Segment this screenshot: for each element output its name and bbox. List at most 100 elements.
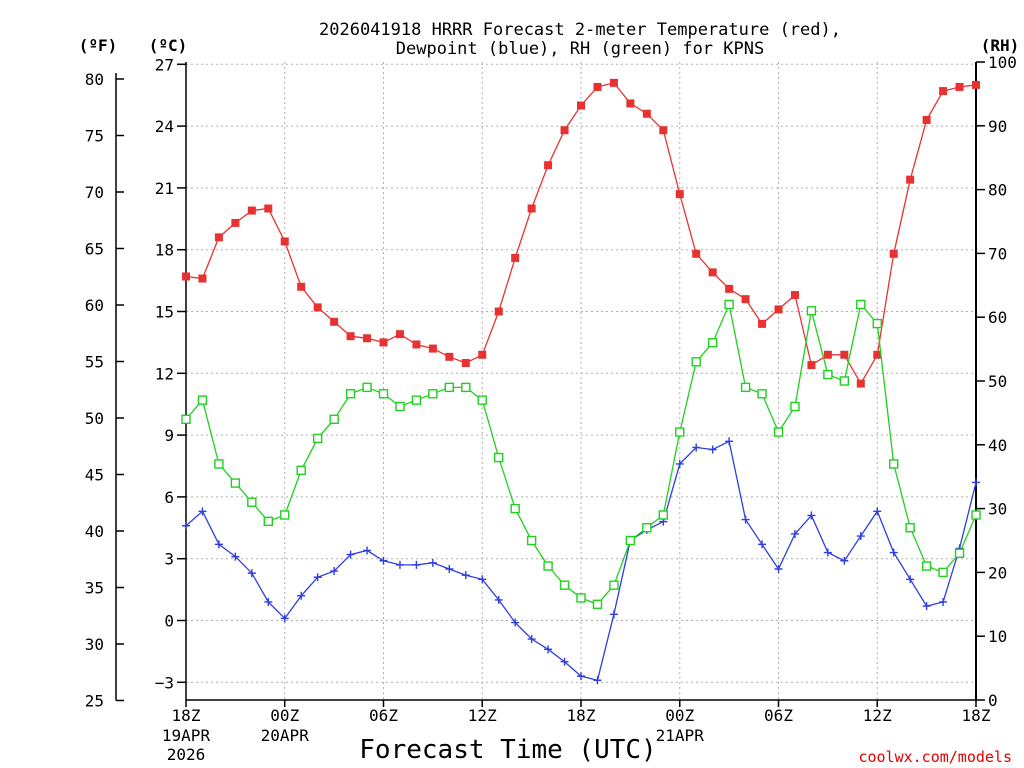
rh-point [856,299,866,310]
grid-lines [186,62,976,700]
temperature-point [708,268,717,277]
temperature-point [906,175,915,184]
fahrenheit-tick-label: 30 [85,635,104,654]
dewpoint-point [790,529,799,538]
fahrenheit-tick-label: 35 [85,579,104,598]
dewpoint-point [297,591,306,600]
x-tick-label: 18Z [172,706,201,725]
dewpoint-point [412,560,421,569]
rh-point [263,516,273,527]
dewpoint-point [363,546,372,555]
rh-tick-label: 10 [988,627,1007,646]
temperature-point [511,253,520,262]
temperature-point [461,359,470,367]
temperature-point [544,161,553,170]
dewpoint-point [939,597,948,606]
rh-point [494,452,504,463]
rh-point [411,395,422,405]
rh-point [559,580,570,590]
fahrenheit-tick-label: 45 [85,466,104,485]
fahrenheit-tick-label: 60 [85,296,104,315]
rh-point [773,427,784,437]
temperature-point [313,303,322,312]
temperature-point [873,350,882,359]
dewpoint-point [494,595,503,604]
celsius-tick-label: 24 [155,117,174,136]
rh-tick-label: 20 [988,563,1007,582]
rh-point [395,401,405,412]
chart-title-line2: Dewpoint (blue), RH (green) for KPNS [396,39,764,59]
rh-point [428,389,438,399]
celsius-tick-label: 18 [155,241,174,260]
rh-point [526,535,537,546]
rh-point [592,599,603,609]
dewpoint-point [889,548,898,557]
temperature-point [955,82,964,91]
temperature-point [478,350,487,359]
series-layer [181,78,981,685]
temperature-point [725,284,734,293]
fahrenheit-tick-label: 25 [85,692,104,711]
rh-point [954,548,965,558]
rh-point [329,414,339,424]
temperature-point [972,80,980,89]
dewpoint-point [461,571,470,580]
temperature-point [807,361,816,370]
dewpoint-point [577,672,585,681]
rh-tick-label: 50 [988,372,1007,391]
temperature-point [692,249,701,258]
dewpoint-point [247,569,256,578]
rh-point [214,459,224,469]
dewpoint-point [231,552,240,561]
temperature-point [593,82,602,91]
rh-point [576,593,586,603]
dewpoint-point [840,556,849,565]
temperature-point [823,350,832,359]
temperature-point [379,338,388,347]
rh-point [675,427,685,437]
temperature-point [445,352,454,361]
dewpoint-point [445,565,454,573]
celsius-unit-label: (ºC) [149,36,188,55]
rh-point [740,382,751,393]
rh-point [790,401,800,412]
rh-point [625,535,636,546]
dewpoint-point [330,567,339,576]
rh-tick-label: 80 [988,181,1007,200]
fahrenheit-tick-label: 50 [85,409,104,428]
rh-point [921,561,932,571]
rh-series-line [185,302,977,606]
temperature-point [264,204,273,213]
fahrenheit-tick-label: 80 [85,70,104,89]
rh-point [247,497,257,507]
dewpoint-point [593,676,602,685]
dewpoint-point [873,507,882,516]
rh-point [477,395,487,405]
rh-tick-label: 100 [988,53,1017,72]
dewpoint-point [214,540,223,549]
fahrenheit-tick-label: 55 [85,353,104,372]
x-tick-label: 18Z [567,706,596,725]
dewpoint-point [313,573,322,582]
rh-tick-label: 70 [988,244,1007,263]
dewpoint-point [609,610,618,619]
dewpoint-point [478,575,487,584]
x-tick-date-label: 19APR [162,726,211,745]
rh-point [971,510,981,520]
temperature-point [642,109,651,118]
rh-tick-label: 0 [988,691,998,710]
x-tick-label: 00Z [665,706,694,725]
dewpoint-point [807,511,816,520]
rh-point [345,389,356,399]
temperature-point [363,334,372,343]
rh-point [543,561,553,571]
celsius-tick-label: 6 [164,488,174,507]
temperature-point [840,350,849,359]
x-tick-date-label: 21APR [656,726,705,745]
temperature-point [247,206,256,215]
dewpoint-point [198,507,207,516]
tick-labels: −3 0 3 6 9 12 15 18 21 24 27 25 30 35 40 45 50 55 60 65 70 75… [85,53,1017,764]
temperature-point [774,305,783,314]
dewpoint-point [675,459,684,468]
